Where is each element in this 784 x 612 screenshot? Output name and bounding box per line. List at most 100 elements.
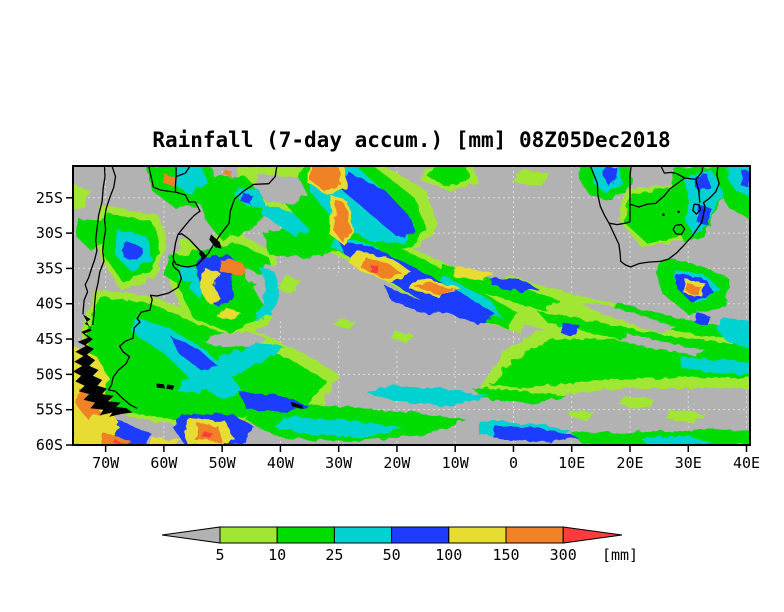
rain-region-bg — [618, 334, 706, 356]
africa-dot-2 — [677, 210, 681, 214]
coastline-layer — [82, 166, 720, 409]
plot-frame — [72, 165, 751, 446]
rain-region-cy — [274, 416, 403, 438]
colorbar-tick-label: 100 — [435, 546, 462, 564]
rain-region-gr — [426, 166, 470, 186]
y-tick-label: 60S — [36, 436, 63, 454]
rain-region-lt — [618, 395, 654, 410]
axes: 70W 60W 50W 40W 30W 20W 10W 0 10E 20E 30E 40E 25S 30S… — [36, 189, 760, 472]
rain-region-lt — [277, 275, 301, 296]
rain-region-or — [223, 169, 233, 177]
colorbar-above-arrow — [562, 526, 623, 544]
rain-region-cy — [172, 166, 208, 195]
chile-west-coast — [82, 166, 106, 315]
rain-region-cy — [682, 169, 724, 237]
rain-region-bl — [169, 335, 220, 371]
colorbar-tick-label: 5 — [215, 546, 224, 564]
south-georgia — [290, 401, 304, 409]
lesotho-border — [672, 223, 686, 236]
uruguay-brazil-border — [177, 233, 203, 260]
colorbar-swatch — [448, 526, 507, 544]
orange-river-border — [608, 221, 631, 226]
rain-region-bl — [694, 312, 711, 325]
falkland-east — [166, 384, 175, 390]
rain-region-bl — [239, 392, 310, 414]
rain-region-cy — [178, 342, 284, 392]
colorbar: 5 10 25 50 100 150 300 [mm] — [161, 526, 638, 564]
x-tick-label: 70W — [92, 454, 120, 472]
colorbar-swatch — [219, 526, 278, 544]
x-tick-label: 30W — [325, 454, 353, 472]
x-tick-label: 20E — [616, 454, 643, 472]
y-tick-label: 35S — [36, 259, 63, 277]
rain-region-ye — [198, 268, 223, 303]
colorbar-below-arrow — [161, 526, 221, 544]
rain-region-bg — [204, 330, 266, 348]
rain-region-cy — [254, 264, 281, 322]
rain-region-lt — [664, 409, 706, 424]
rain-region-or — [360, 256, 403, 279]
colorbar-swatch — [505, 526, 564, 544]
x-tick-label: 10E — [558, 454, 585, 472]
x-tick-label: 20W — [383, 454, 411, 472]
rainfall-field — [73, 166, 750, 445]
rain-region-rd — [113, 440, 125, 445]
botswana-southafrica-border — [629, 177, 696, 208]
rain-region-or — [332, 199, 351, 243]
rain-region-bg — [583, 302, 677, 334]
africa-dot-1 — [662, 213, 665, 217]
colorbar-unit-label: [mm] — [602, 546, 638, 564]
rain-region-or — [309, 166, 342, 191]
rain-region-lt — [391, 332, 415, 343]
x-tick-label: 10W — [442, 454, 470, 472]
map-area — [73, 166, 750, 445]
rain-region-bl — [123, 240, 142, 262]
africa-coast — [589, 166, 720, 268]
falkland-west — [156, 383, 166, 389]
x-tick-label: 40E — [733, 454, 760, 472]
rain-region-bl — [490, 276, 540, 291]
rain-region-gr — [262, 222, 339, 258]
rain-region-lt — [73, 183, 92, 209]
paraguay-river — [174, 166, 177, 193]
rain-region-or — [686, 284, 702, 295]
x-tick-label: 30E — [675, 454, 702, 472]
rain-region-cy — [260, 204, 310, 237]
rain-region-gr — [76, 219, 106, 251]
colorbar-tick-label: 300 — [550, 546, 577, 564]
y-tick-label: 25S — [36, 189, 63, 207]
y-tick-label: 40S — [36, 295, 63, 313]
y-tick-label: 30S — [36, 224, 63, 242]
colorbar-tick-label: 150 — [492, 546, 519, 564]
rain-region-bl — [385, 286, 456, 315]
zimbabwe-border-west — [660, 166, 686, 179]
y-tick-label: 45S — [36, 330, 63, 348]
south-america-east-coast — [107, 166, 278, 409]
rain-region-lt — [568, 409, 595, 421]
colorbar-tick-label: 10 — [268, 546, 286, 564]
rain-region-or — [162, 173, 177, 187]
rain-region-lt — [332, 317, 357, 329]
rain-region-lt — [513, 169, 549, 188]
patagonia-fjords — [73, 314, 133, 417]
page-title: Rainfall (7-day accum.) [mm] 08Z05Dec201… — [152, 128, 671, 152]
colorbar-swatch — [333, 526, 393, 544]
rain-region-gr — [536, 310, 750, 355]
rain-region-ye — [452, 267, 494, 282]
rain-region-bg — [254, 264, 482, 354]
rain-region-cy — [641, 435, 715, 445]
x-tick-label: 0 — [509, 454, 518, 472]
y-tick-label: 55S — [36, 401, 63, 419]
chile-argentina-border — [92, 166, 117, 325]
rain-region-cy — [716, 317, 750, 350]
rain-region-cy — [679, 356, 750, 375]
rain-region-rd — [369, 265, 381, 275]
rain-region-ye — [149, 437, 182, 445]
zimbabwe-border-east — [695, 166, 704, 180]
rain-region-or — [218, 259, 248, 276]
rain-region-cy — [367, 385, 491, 407]
rain-region-gr — [472, 388, 566, 404]
eswatini-border — [692, 203, 702, 215]
rain-region-gr — [606, 303, 750, 338]
